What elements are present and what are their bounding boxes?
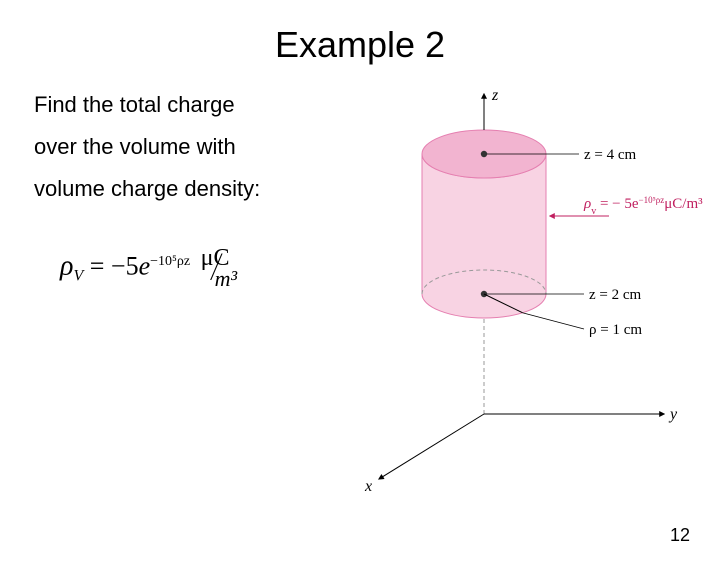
formula-base: e bbox=[139, 252, 151, 281]
body-line-3: volume charge density: bbox=[34, 176, 260, 201]
diagram-column: z y x z = 4 cm z = 2 cm ρ = 1 cm ρv = − 5e−10⁵… bbox=[334, 84, 714, 499]
text-column: Find the total charge over the volume wi… bbox=[34, 84, 334, 499]
label-z-top: z = 4 cm bbox=[584, 147, 637, 163]
x-axis-label: x bbox=[364, 478, 372, 494]
formula-rho: ρ bbox=[60, 251, 73, 282]
page-number: 12 bbox=[670, 525, 690, 546]
charge-density-formula: ρV = −5e−10⁵ρz μC ⁄ m³ bbox=[60, 245, 334, 292]
leader-rho bbox=[522, 313, 584, 329]
body-line-1: Find the total charge bbox=[34, 92, 235, 117]
body-line-2: over the volume with bbox=[34, 134, 236, 159]
z-axis-label: z bbox=[491, 87, 499, 104]
formula-subscript: V bbox=[73, 268, 83, 285]
formula-coeff: −5 bbox=[111, 252, 139, 281]
y-axis-label: y bbox=[668, 406, 678, 423]
formula-unit-fraction: μC ⁄ m³ bbox=[201, 245, 237, 292]
formula-exponent: −10⁵ρz bbox=[150, 254, 190, 269]
label-rho: ρ = 1 cm bbox=[589, 322, 642, 338]
content-row: Find the total charge over the volume wi… bbox=[0, 84, 720, 499]
cylinder-diagram: z y x z = 4 cm z = 2 cm ρ = 1 cm ρv = − 5e−10⁵… bbox=[334, 84, 714, 494]
x-axis bbox=[379, 414, 484, 479]
formula-unit-slash: ⁄ bbox=[214, 243, 218, 290]
body-paragraph: Find the total charge over the volume wi… bbox=[34, 84, 334, 209]
label-z-bot: z = 2 cm bbox=[589, 287, 642, 303]
top-center-dot bbox=[481, 151, 487, 157]
formula-eq: = bbox=[83, 252, 111, 281]
page-title: Example 2 bbox=[0, 24, 720, 66]
label-density: ρv = − 5e−10⁵ρzμC/m³ bbox=[583, 195, 703, 217]
